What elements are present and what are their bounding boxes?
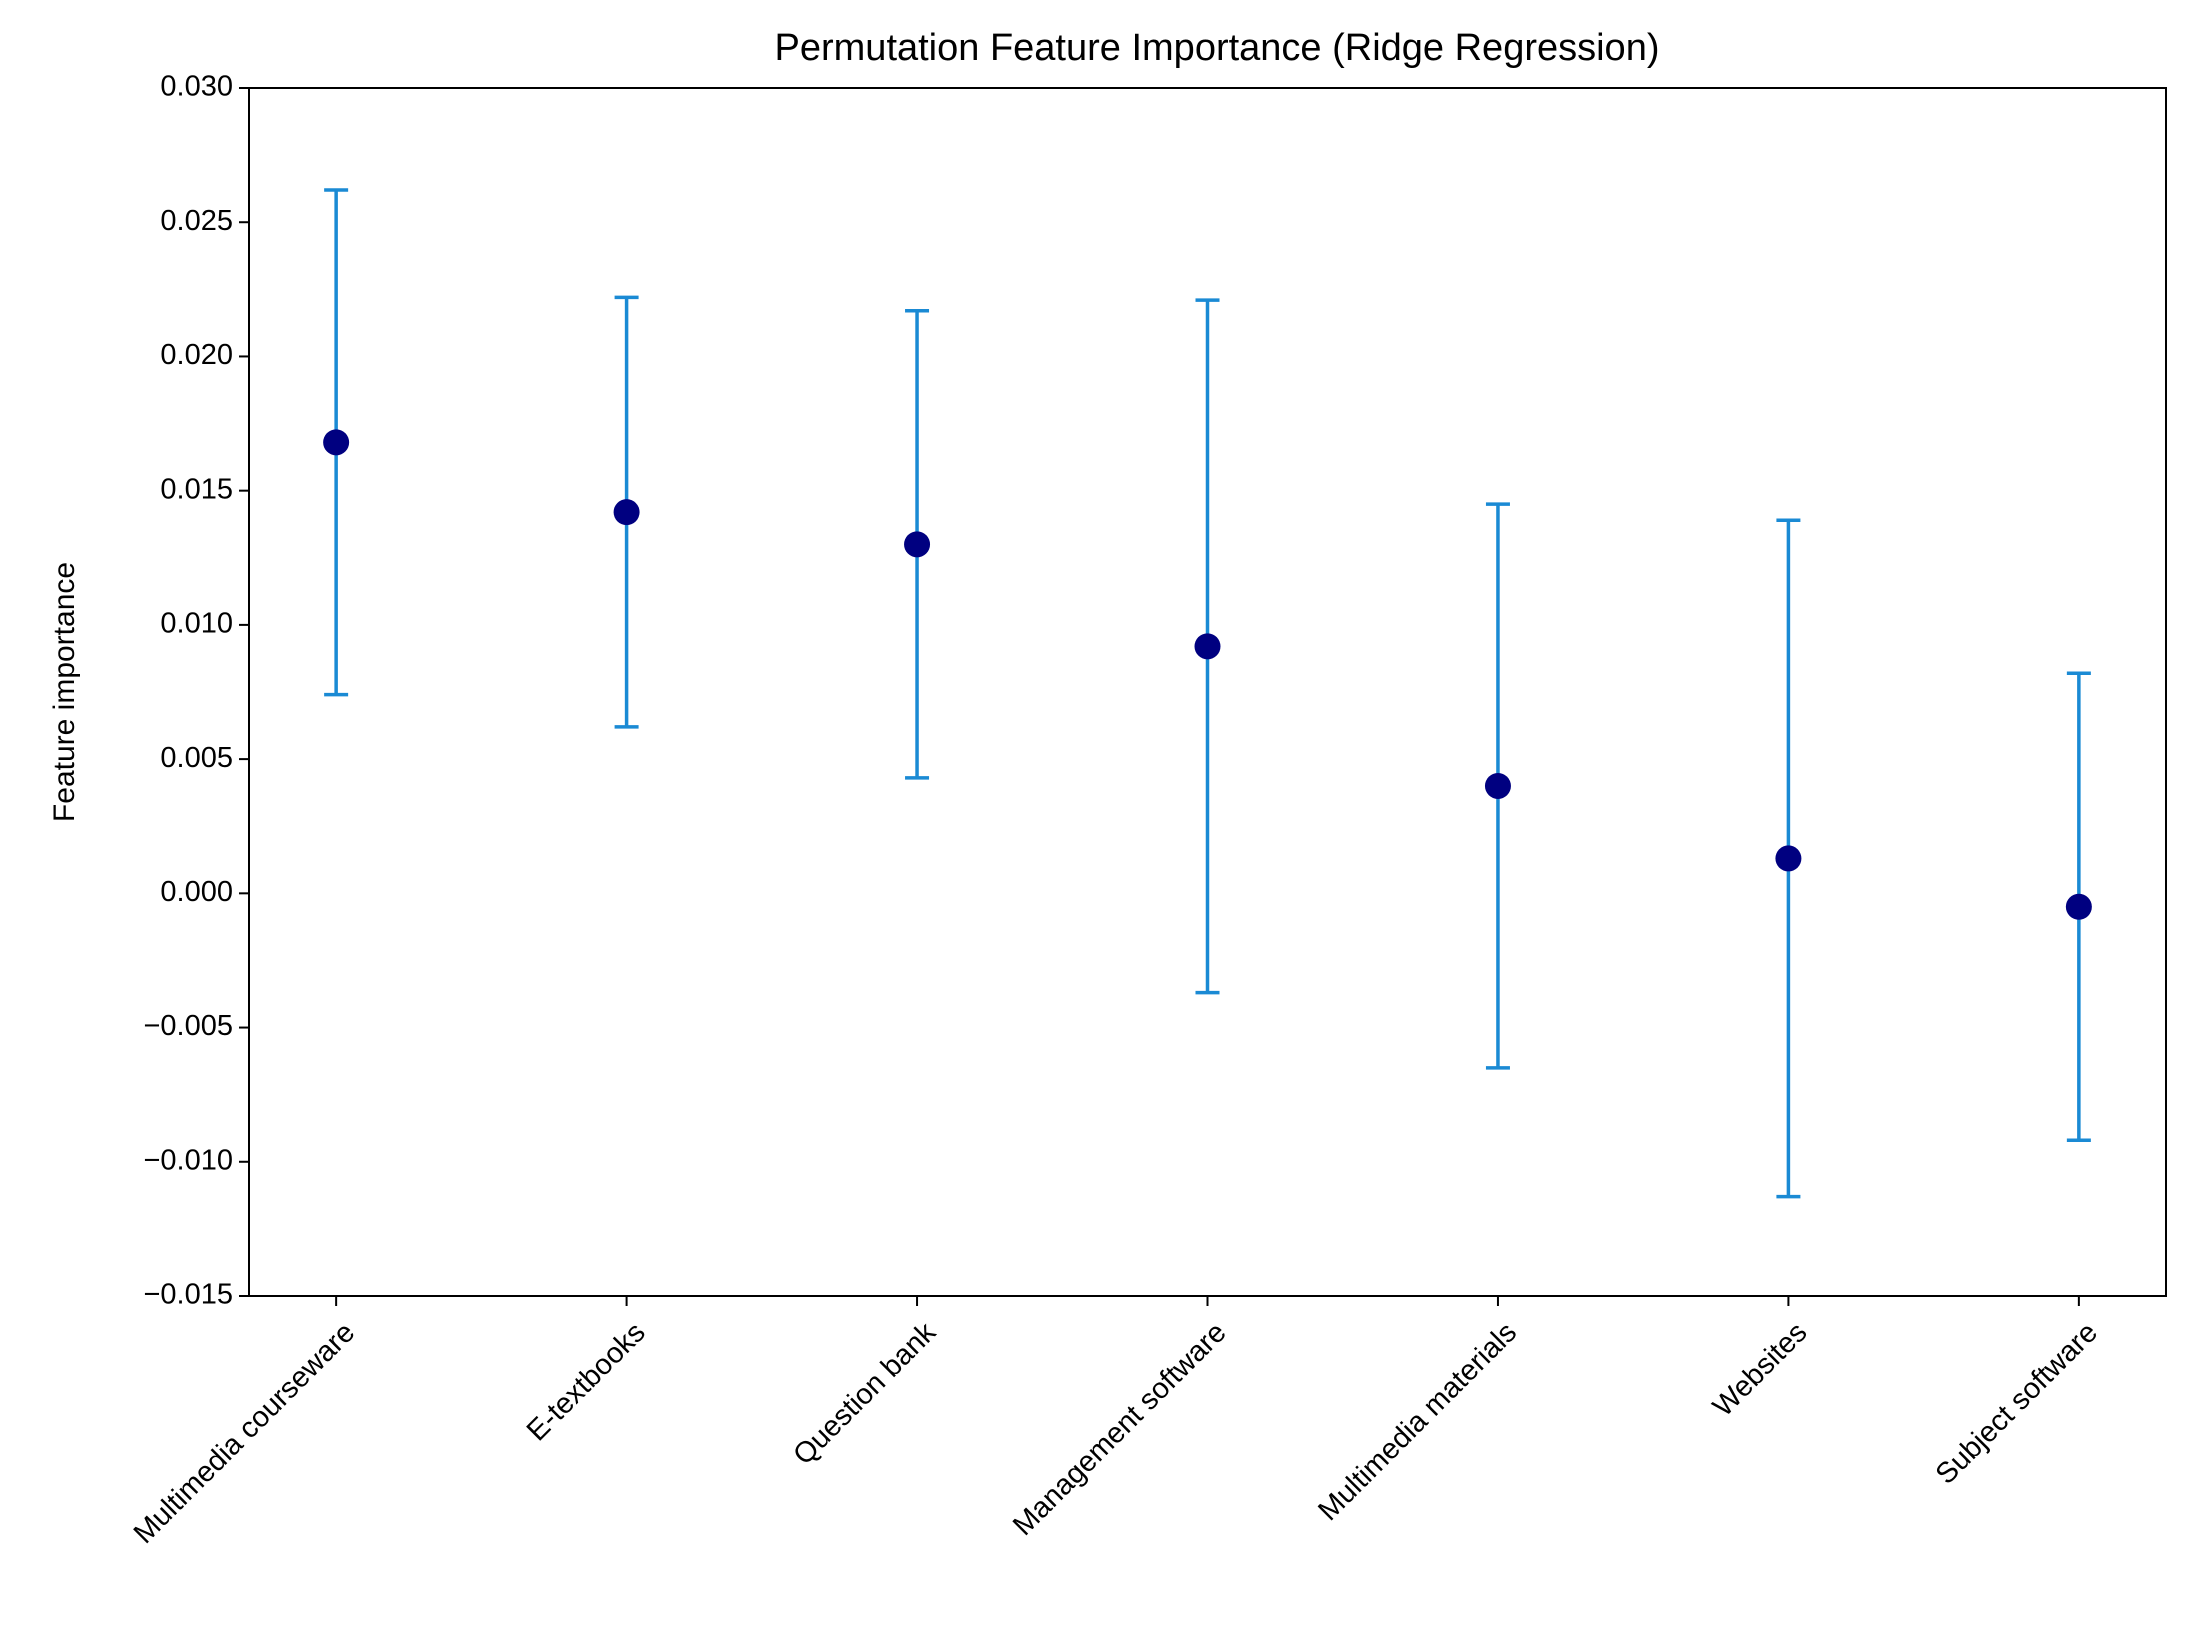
y-axis-label: Feature importance [48, 562, 81, 822]
x-tick-label: Question bank [787, 1316, 942, 1471]
x-tick-label: Management software [1007, 1316, 1233, 1542]
x-tick-label: Multimedia courseware [128, 1316, 361, 1549]
y-tick-label: 0.015 [160, 473, 233, 505]
point [1194, 633, 1221, 660]
y-tick-label: 0.020 [160, 339, 233, 371]
y-tick-label: −0.010 [143, 1144, 233, 1176]
point [613, 499, 640, 526]
y-tick-label: 0.000 [160, 876, 233, 908]
point [1484, 772, 1511, 799]
y-tick-label: −0.015 [143, 1279, 233, 1311]
y-tick-label: −0.005 [143, 1010, 233, 1042]
y-tick-label: 0.025 [160, 205, 233, 237]
point [323, 429, 350, 456]
x-tick-label: E-textbooks [521, 1316, 652, 1447]
x-tick-label: Subject software [1930, 1316, 2104, 1490]
point [2065, 893, 2092, 920]
point [904, 531, 931, 558]
plot-frame [248, 87, 2167, 1297]
x-tick-label: Multimedia materials [1312, 1316, 1523, 1527]
y-tick-label: 0.030 [160, 71, 233, 103]
x-tick-label: Websites [1707, 1316, 1814, 1423]
chart-title: Permutation Feature Importance (Ridge Re… [775, 27, 1660, 69]
y-tick-label: 0.010 [160, 608, 233, 640]
point [1775, 845, 1802, 872]
y-tick-label: 0.005 [160, 742, 233, 774]
